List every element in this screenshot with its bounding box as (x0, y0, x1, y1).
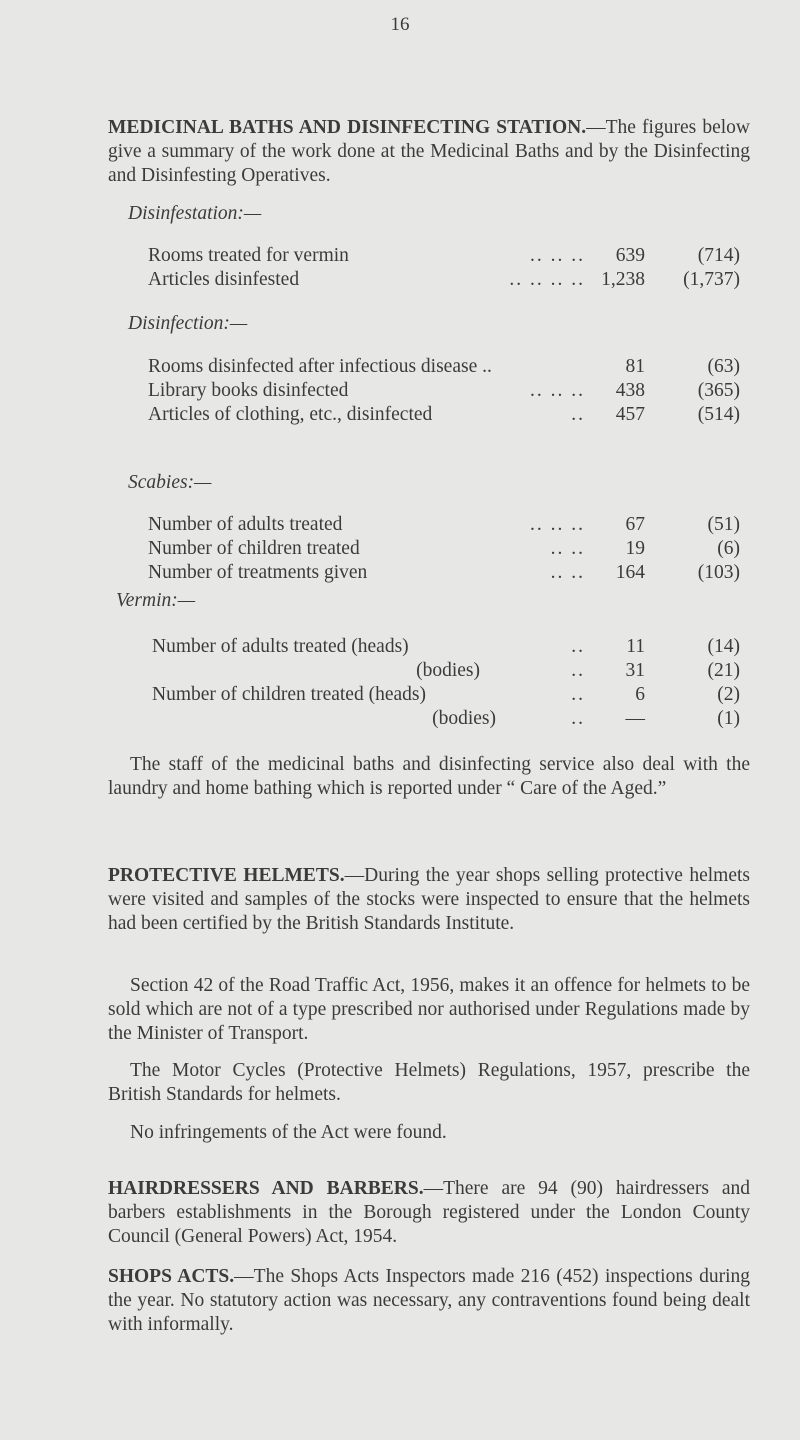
infringements-paragraph: No infringements of the Act were found. (108, 1121, 750, 1145)
row-value: 457 (615, 404, 645, 425)
row-label: (bodies) (416, 660, 480, 681)
section42-paragraph: Section 42 of the Road Traffic Act, 1956… (108, 974, 750, 1046)
row-previous-value: (21) (707, 660, 741, 681)
row-value: 438 (615, 380, 645, 401)
hairdressers-text: —There are 94 (90) hairdressers and barb… (108, 1178, 750, 1247)
row-label: Rooms treated for vermin (148, 245, 349, 266)
row-label: Library books disinfected (148, 380, 349, 401)
medicinal-text: —The figures below give a summary of the… (108, 117, 750, 186)
table-row: Number of adults treated (heads).. 11 (14) (0, 635, 800, 659)
row-label: Articles disinfested (148, 269, 300, 290)
row-previous-value: (51) (707, 514, 741, 535)
row-previous-value: (1,737) (683, 269, 740, 290)
page-number: 16 (390, 14, 410, 35)
row-label: Rooms disinfected after infectious disea… (148, 356, 492, 377)
hairdressers-heading: HAIRDRESSERS AND BARBERS. (108, 1178, 424, 1199)
row-leader: .. (571, 660, 585, 681)
row-label: Articles of clothing, etc., disinfected (148, 404, 433, 425)
row-previous-value: (6) (717, 538, 740, 559)
shops-paragraph: SHOPS ACTS.—The Shops Acts Inspectors ma… (108, 1265, 750, 1337)
section42-text: Section 42 of the Road Traffic Act, 1956… (108, 975, 750, 1044)
row-value: 81 (625, 356, 646, 377)
row-previous-value: (514) (697, 404, 740, 425)
row-previous-value: (365) (697, 380, 740, 401)
regulations-text: The Motor Cycles (Protective Helmets) Re… (108, 1060, 750, 1105)
row-previous-value: (2) (717, 684, 740, 705)
row-leader: .. .. .. (530, 245, 585, 266)
row-leader: .. (571, 404, 585, 425)
table-row: Rooms disinfected after infectious disea… (0, 355, 800, 379)
table-row: Library books disinfected .. .. .. 438 (365… (0, 379, 800, 403)
row-leader: .. (571, 708, 585, 729)
regulations-paragraph: The Motor Cycles (Protective Helmets) Re… (108, 1059, 750, 1107)
medicinal-heading: MEDICINAL BATHS AND DISINFECTING STATION… (108, 117, 587, 138)
row-label: Number of adults treated (heads) (152, 636, 409, 657)
row-leader: .. .. (550, 538, 585, 559)
table-row: Articles disinfested .. .. .. .. 1,238 (1,7… (0, 268, 800, 292)
row-value: 67 (625, 514, 646, 535)
vermin-title: Vermin:— (116, 590, 196, 611)
row-value: 19 (625, 538, 646, 559)
scabies-title: Scabies:— (128, 472, 212, 493)
row-label: Number of children treated (heads) (152, 684, 426, 705)
table-row: Number of adults treated .. .. .. 67 (51) (0, 513, 800, 537)
row-previous-value: (14) (707, 636, 741, 657)
row-previous-value: (103) (697, 562, 740, 583)
shops-heading: SHOPS ACTS. (108, 1266, 235, 1287)
table-row: Number of treatments given .. .. 164 (103) (0, 561, 800, 585)
helmets-text: —During the year shops selling protectiv… (108, 865, 750, 934)
table-row: (bodies).. — (1) (0, 707, 800, 731)
staff-paragraph: The staff of the medicinal baths and dis… (108, 753, 750, 801)
helmets-paragraph: PROTECTIVE HELMETS.—During the year shop… (108, 864, 750, 936)
row-value: 1,238 (601, 269, 645, 290)
shops-text: —The Shops Acts Inspectors made 216 (452… (108, 1266, 750, 1335)
row-value: 639 (615, 245, 645, 266)
row-leader: .. .. .. .. (509, 269, 585, 290)
row-leader: .. .. .. (530, 380, 585, 401)
row-previous-value: (63) (707, 356, 741, 377)
medicinal-paragraph: MEDICINAL BATHS AND DISINFECTING STATION… (108, 116, 750, 188)
disinfection-title: Disinfection:— (128, 313, 248, 334)
helmets-heading: PROTECTIVE HELMETS. (108, 865, 345, 886)
row-label: Number of adults treated (148, 514, 343, 535)
row-previous-value: (714) (697, 245, 740, 266)
hairdressers-paragraph: HAIRDRESSERS AND BARBERS.—There are 94 (… (108, 1177, 750, 1249)
row-value: 11 (626, 636, 645, 657)
table-row: Rooms treated for vermin .. .. .. 639 (714) (0, 244, 800, 268)
infringements-text: No infringements of the Act were found. (130, 1122, 447, 1143)
row-label: (bodies) (432, 708, 496, 729)
disinfestation-title: Disinfestation:— (128, 203, 262, 224)
table-row: Number of children treated (heads).. 6 (2) (0, 683, 800, 707)
row-label: Number of treatments given (148, 562, 368, 583)
row-label: Number of children treated (148, 538, 360, 559)
row-previous-value: (1) (717, 708, 740, 729)
row-value: 164 (615, 562, 645, 583)
row-leader: .. .. (550, 562, 585, 583)
staff-text: The staff of the medicinal baths and dis… (108, 754, 750, 799)
row-value: 31 (625, 660, 646, 681)
table-row: Number of children treated .. .. 19 (6) (0, 537, 800, 561)
row-leader: .. (571, 636, 585, 657)
row-leader: .. .. .. (530, 514, 585, 535)
table-row: (bodies).. 31 (21) (0, 659, 800, 683)
row-leader: .. (571, 684, 585, 705)
row-value: 6 (635, 684, 645, 705)
table-row: Articles of clothing, etc., disinfected.… (0, 403, 800, 427)
row-value: — (625, 708, 646, 729)
